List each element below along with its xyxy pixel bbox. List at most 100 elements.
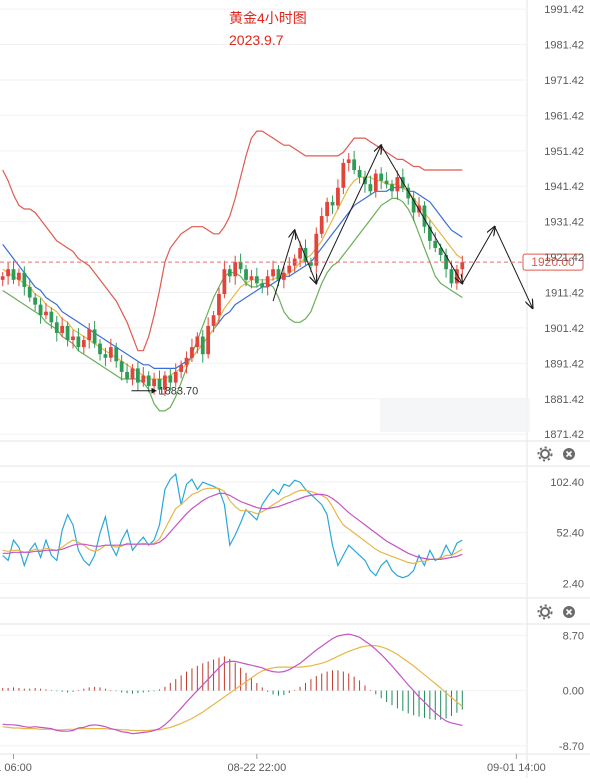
candle-body — [190, 347, 194, 358]
macd-close-icon[interactable] — [563, 606, 575, 618]
macd-lines — [2, 633, 463, 735]
candle-body — [195, 336, 200, 348]
candle-body — [271, 269, 275, 277]
candle-body — [65, 325, 70, 341]
candle-body — [395, 177, 400, 192]
candle-body — [244, 269, 248, 280]
y-tick-label: 1941.42 — [544, 181, 584, 193]
candle-body — [11, 269, 16, 280]
candle-body — [6, 269, 11, 277]
candle-body — [98, 343, 102, 355]
candle-body — [163, 375, 167, 390]
candle-body — [27, 286, 32, 298]
candle-body — [265, 276, 270, 287]
y-tick-label: 0.00 — [563, 686, 584, 698]
candle-body — [130, 368, 135, 380]
candle-body — [168, 375, 173, 383]
y-tick-label: 1971.42 — [544, 75, 584, 87]
candle-body — [44, 311, 48, 316]
candle-body — [33, 297, 38, 305]
chart-annotation-title: 黄金4小时图 — [229, 10, 307, 26]
candle-body — [60, 325, 65, 333]
candle-body — [233, 262, 238, 277]
oscillator-settings-gear-icon[interactable] — [537, 446, 553, 462]
trend-arrow-1 — [294, 230, 317, 283]
oscillator-y-axis: 102.40 52.40 2.40 — [550, 477, 584, 591]
candle-body — [411, 198, 416, 213]
candle-body — [49, 311, 54, 323]
macd-settings-gear-icon[interactable] — [537, 604, 553, 620]
y-tick-label: 1901.42 — [544, 323, 584, 335]
candle-body — [357, 170, 362, 178]
indicator-line-0 — [2, 130, 463, 352]
current-price-label: 1920.00 — [531, 255, 575, 269]
x-tick-label: 08-22 22:00 — [227, 762, 286, 774]
candle-body — [87, 329, 92, 341]
candle-body — [103, 354, 108, 358]
y-tick-label: 2.40 — [563, 578, 584, 590]
candle-body — [146, 375, 151, 387]
candle-body — [119, 361, 124, 372]
candle-body — [38, 304, 43, 316]
macd-grid — [0, 634, 527, 747]
macd-line-1 — [2, 633, 463, 735]
candle-body — [157, 379, 162, 390]
candle-body — [373, 173, 378, 192]
macd-line-0 — [2, 644, 463, 732]
trend-arrows — [272, 144, 533, 308]
candle-body — [309, 262, 313, 266]
candle-body — [319, 216, 324, 234]
oscillator-line-0 — [2, 472, 463, 579]
y-tick-label: 1891.42 — [544, 358, 584, 370]
candle-body — [81, 340, 86, 348]
candlesticks — [0, 150, 465, 397]
watermark-blur — [380, 398, 530, 432]
x-tick-label: 09-01 14:00 — [487, 762, 546, 774]
candle-body — [179, 364, 184, 372]
candle-body — [281, 272, 286, 280]
low-marker: 1883.70 — [131, 386, 198, 398]
macd-y-axis: 8.70 0.00 -8.70 — [559, 630, 584, 752]
candle-body — [276, 269, 281, 280]
candle-body — [114, 347, 119, 362]
indicator-line-1 — [2, 197, 463, 412]
candle-body — [433, 240, 438, 248]
candle-body — [303, 247, 308, 263]
y-tick-label: 1881.42 — [544, 394, 584, 406]
candle-body — [92, 329, 97, 344]
candle-body — [54, 322, 59, 333]
candle-body — [444, 255, 448, 270]
candle-body — [22, 272, 27, 287]
candle-body — [135, 368, 140, 383]
y-tick-label: 8.70 — [563, 630, 584, 642]
trend-arrow-2 — [315, 145, 381, 284]
candle-body — [368, 184, 373, 192]
candle-body — [141, 375, 146, 383]
y-tick-label: 1951.42 — [544, 146, 584, 158]
x-axis: 1 06:00 08-22 22:00 09-01 14:00 — [0, 754, 546, 774]
x-tick-label: 1 06:00 — [0, 762, 32, 774]
candle-body — [200, 336, 205, 355]
candle-body — [76, 336, 81, 348]
candle-body — [254, 276, 259, 284]
y-tick-label: 1991.42 — [544, 4, 584, 16]
trend-arrow-0 — [272, 230, 295, 302]
chart-annotation-date: 2023.9.7 — [229, 32, 284, 48]
main-y-axis: 1991.42 1981.42 1971.42 1961.42 1951.42 1941.… — [544, 4, 584, 441]
candle-body — [341, 162, 346, 188]
main-grid — [0, 8, 527, 435]
candle-body — [173, 371, 178, 383]
oscillator-line-2 — [2, 492, 463, 561]
oscillator-close-icon[interactable] — [563, 448, 575, 460]
candle-body — [449, 269, 454, 284]
oscillator-line-1 — [2, 487, 463, 565]
candle-body — [227, 269, 232, 277]
trend-arrow-3 — [380, 144, 462, 283]
candle-body — [330, 201, 335, 206]
candle-body — [336, 187, 340, 206]
candle-body — [108, 347, 113, 358]
y-tick-label: 1931.42 — [544, 217, 584, 229]
indicator-line-2 — [2, 187, 463, 369]
